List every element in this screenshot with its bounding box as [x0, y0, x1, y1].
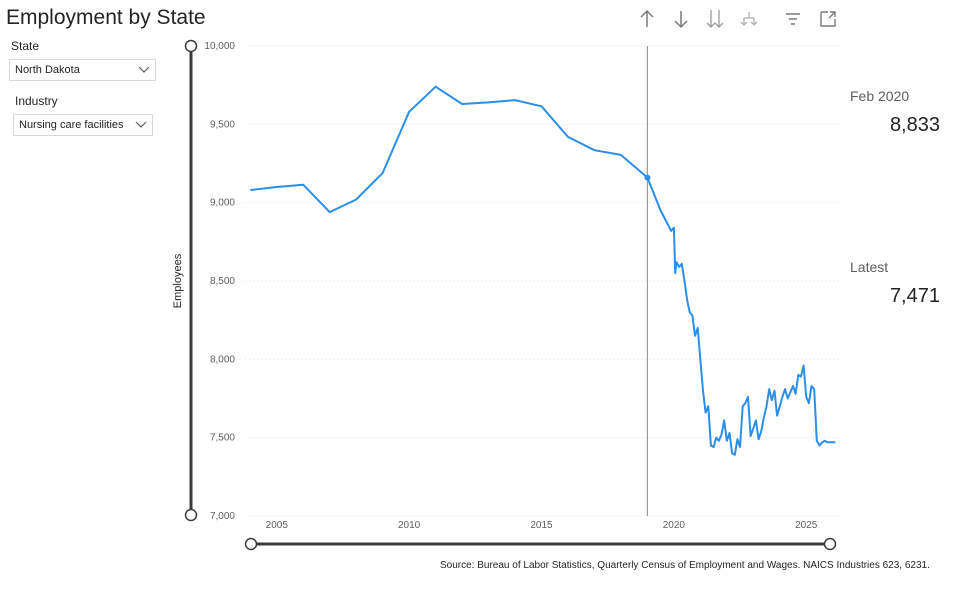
visual-header-toolbar — [632, 8, 847, 30]
y-tick-label: 8,000 — [210, 354, 235, 365]
x-tick-label: 2005 — [266, 520, 289, 531]
y-range-slider-bottom-handle[interactable] — [184, 508, 198, 522]
industry-dropdown-value: Nursing care facilities — [19, 119, 124, 131]
y-tick-label: 9,500 — [210, 119, 235, 130]
y-range-slider-top-handle[interactable] — [184, 39, 198, 53]
reference-kpi-value: 8,833 — [889, 114, 940, 136]
chevron-down-icon — [135, 121, 147, 128]
x-tick-label: 2010 — [398, 520, 421, 531]
drill-up-icon[interactable] — [636, 8, 658, 30]
y-tick-label: 10,000 — [204, 41, 235, 52]
chevron-down-icon — [138, 66, 150, 73]
expand-hierarchy-icon[interactable] — [738, 8, 760, 30]
y-tick-label: 8,500 — [210, 276, 235, 287]
industry-slicer-label: Industry — [15, 94, 58, 108]
expand-all-icon[interactable] — [704, 8, 726, 30]
y-tick-label: 9,000 — [210, 198, 235, 209]
x-range-slider-left-handle[interactable] — [244, 537, 258, 551]
latest-kpi-label: Latest — [850, 259, 889, 275]
y-axis-title: Employees — [172, 253, 184, 308]
industry-dropdown[interactable]: Nursing care facilities — [13, 114, 153, 136]
latest-kpi-value: 7,471 — [889, 285, 940, 307]
x-range-slider-right-handle[interactable] — [823, 537, 837, 551]
focus-mode-icon[interactable] — [817, 8, 839, 30]
state-slicer-label: State — [11, 39, 40, 53]
source-note: Source: Bureau of Labor Statistics, Quar… — [440, 560, 930, 571]
employment-series-line — [250, 85, 836, 456]
drill-down-icon[interactable] — [670, 8, 692, 30]
reference-kpi-label: Feb 2020 — [850, 88, 910, 104]
state-dropdown[interactable]: North Dakota — [9, 59, 156, 81]
x-tick-label: 2025 — [795, 520, 818, 531]
y-tick-label: 7,500 — [210, 433, 235, 444]
reference-point-marker — [644, 174, 651, 181]
x-tick-label: 2020 — [663, 520, 686, 531]
page-title: Employment by State — [6, 6, 206, 29]
y-tick-label: 7,000 — [210, 511, 235, 522]
x-tick-label: 2015 — [530, 520, 553, 531]
state-dropdown-value: North Dakota — [15, 64, 80, 76]
filter-icon[interactable] — [782, 8, 804, 30]
